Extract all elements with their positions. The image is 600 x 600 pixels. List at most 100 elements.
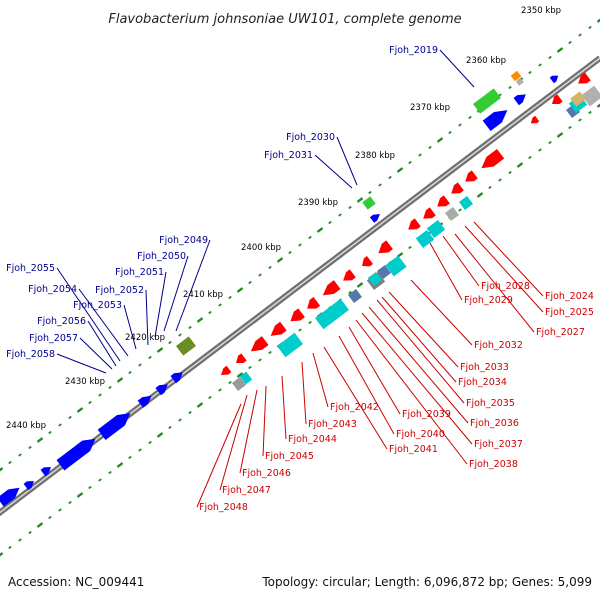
- cds-feature-box: [385, 255, 407, 277]
- tick-mark: [508, 85, 512, 90]
- leader-line: [239, 389, 258, 474]
- tick-mark: [76, 407, 84, 413]
- reverse-cds-arrow: [530, 115, 540, 124]
- tick-mark: [528, 155, 532, 160]
- leader-line: [381, 296, 457, 383]
- tick-mark: [18, 538, 22, 542]
- leader-line: [464, 225, 544, 313]
- forward-cds-arrow: [549, 75, 559, 84]
- tick-mark: [0, 467, 4, 472]
- tick-mark: [516, 162, 524, 168]
- reverse-cds-arrow: [343, 269, 356, 281]
- forward-gene-label: Fjoh_2058: [6, 349, 55, 360]
- cds-feature-box: [347, 288, 363, 304]
- tick-mark: [188, 410, 192, 415]
- reverse-gene-label: Fjoh_2032: [474, 340, 523, 351]
- tick-mark: [236, 287, 244, 293]
- tick-mark: [578, 118, 582, 122]
- reverse-gene-label: Fjoh_2029: [464, 295, 513, 306]
- forward-gene-label: Fjoh_2051: [115, 267, 164, 278]
- leader-line: [388, 291, 459, 368]
- reverse-gene-label: Fjoh_2043: [308, 419, 357, 430]
- tick-mark: [298, 328, 302, 332]
- cds-feature-box: [239, 371, 253, 385]
- tick-mark: [168, 425, 172, 430]
- tick-mark: [458, 123, 462, 127]
- cds-feature-box: [277, 332, 303, 358]
- forward-cds-arrow: [155, 384, 168, 396]
- leader-line: [410, 279, 473, 346]
- reverse-cds-arrow: [423, 207, 436, 219]
- reverse-cds-arrow: [221, 365, 232, 376]
- tick-mark: [556, 132, 564, 138]
- tick-mark: [368, 190, 372, 195]
- tick-mark: [178, 333, 182, 337]
- tick-mark: [68, 415, 72, 420]
- tick-mark: [178, 418, 182, 422]
- forward-gene-label: Fjoh_2050: [137, 251, 186, 262]
- tick-mark: [588, 110, 592, 115]
- tick-mark: [0, 552, 4, 557]
- scale-label: 2430 kbp: [65, 377, 105, 387]
- reverse-gene-label: Fjoh_2036: [470, 418, 519, 429]
- reverse-cds-arrow: [437, 195, 450, 207]
- leader-line: [336, 136, 358, 186]
- cds-feature-box: [581, 85, 600, 107]
- tick-mark: [108, 470, 112, 475]
- reverse-gene-label: Fjoh_2040: [396, 429, 445, 440]
- tick-mark: [228, 295, 232, 300]
- reverse-cds-arrow: [552, 94, 563, 105]
- leader-line: [312, 352, 329, 408]
- tick-mark: [428, 145, 432, 150]
- tick-mark: [48, 515, 52, 520]
- misc-feature-box: [516, 78, 524, 86]
- reverse-cds-arrow: [290, 308, 305, 322]
- tick-mark: [548, 140, 552, 145]
- tick-mark: [418, 153, 422, 157]
- tick-mark: [588, 25, 592, 30]
- reverse-gene-label: Fjoh_2045: [265, 451, 314, 462]
- reverse-gene-label: Fjoh_2025: [545, 307, 594, 318]
- tick-mark: [36, 437, 44, 443]
- scale-labels: 2350 kbp 2360 kbp 2370 kbp 2380 kbp 2390 kbp…: [6, 6, 561, 431]
- leader-line: [473, 221, 544, 297]
- tick-mark: [208, 310, 212, 315]
- tick-mark: [308, 235, 312, 240]
- reverse-cds-arrow: [378, 240, 393, 254]
- tick-mark: [396, 167, 404, 173]
- forward-gene-label: Fjoh_2030: [286, 132, 335, 143]
- tick-mark: [538, 148, 542, 152]
- forward-cds-arrow: [369, 213, 380, 223]
- leader-line: [454, 233, 535, 333]
- reverse-gene-label: Fjoh_2039: [402, 409, 451, 420]
- tick-mark: [236, 372, 244, 378]
- tick-mark: [408, 245, 412, 250]
- leader-line: [196, 403, 242, 508]
- tick-mark: [476, 192, 484, 198]
- tick-mark: [58, 423, 62, 427]
- tick-mark: [568, 125, 572, 130]
- label-leader-lines: [56, 49, 544, 508]
- leader-line: [145, 289, 149, 346]
- forward-cds-arrow: [97, 413, 131, 441]
- tick-mark: [528, 70, 532, 75]
- leader-line: [355, 319, 468, 465]
- tick-mark: [128, 455, 132, 460]
- tick-mark: [88, 400, 92, 405]
- cds-feature-box: [367, 271, 383, 287]
- tick-mark: [98, 393, 102, 397]
- reverse-cds-arrow: [270, 321, 287, 336]
- leader-line: [262, 385, 267, 457]
- forward-gene-label: Fjoh_2057: [29, 333, 78, 344]
- reverse-gene-label: Fjoh_2046: [242, 468, 291, 479]
- forward-gene-label: Fjoh_2052: [95, 285, 144, 296]
- tick-mark: [196, 317, 204, 323]
- tick-mark: [248, 280, 252, 285]
- tick-mark: [538, 63, 542, 67]
- leader-line: [56, 353, 107, 374]
- rna-feature-box: [473, 88, 501, 114]
- tick-mark: [28, 530, 32, 535]
- forward-gene-label: Fjoh_2031: [264, 150, 313, 161]
- leader-line: [442, 235, 480, 287]
- tick-mark: [156, 347, 164, 353]
